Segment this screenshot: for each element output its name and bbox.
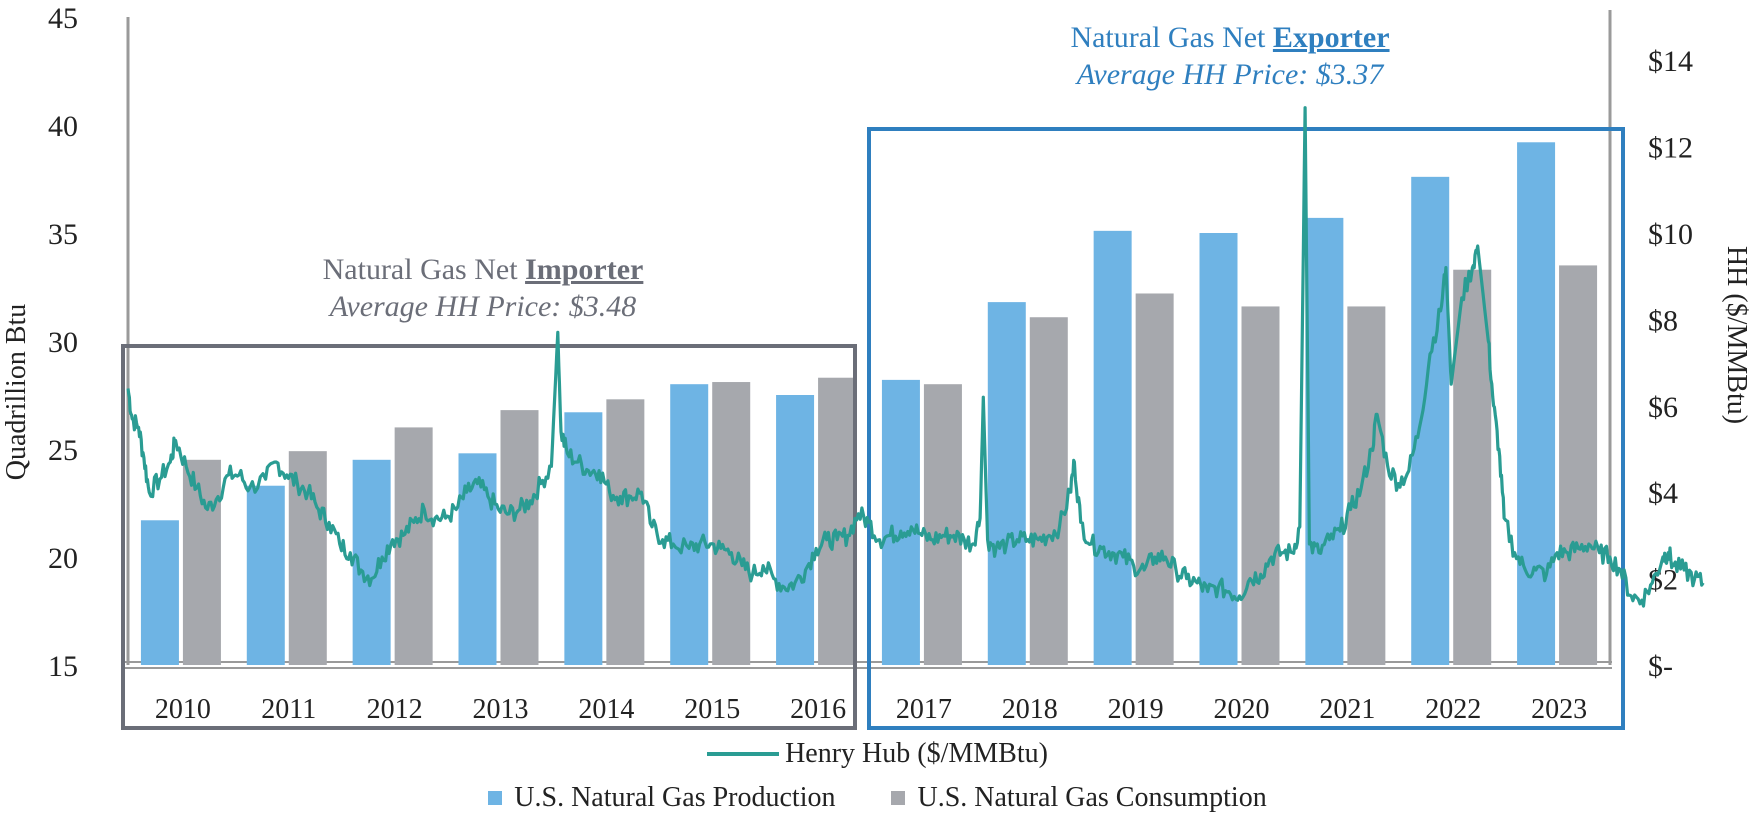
x-tick-label: 2012 bbox=[367, 694, 423, 725]
y-tick-label: 20 bbox=[48, 542, 78, 575]
y-axis-title: Quadrillion Btu bbox=[1, 304, 32, 481]
y-tick-label: 15 bbox=[48, 650, 78, 683]
bar-production-2017 bbox=[881, 379, 920, 665]
region-box-importer bbox=[121, 344, 857, 730]
bar-production-2015 bbox=[670, 384, 709, 665]
y2-axis-title: HH ($/MMBtu) bbox=[1721, 246, 1752, 424]
bar-consumption-2018 bbox=[1029, 317, 1068, 665]
y2-tick-label: $4 bbox=[1648, 477, 1678, 510]
y-tick-label: 45 bbox=[48, 2, 78, 35]
axes: 15202530354045$-$2$4$6$8$10$12$14Quadril… bbox=[1, 2, 1752, 725]
y-tick-label: 30 bbox=[48, 326, 78, 359]
bar-consumption-2014 bbox=[606, 399, 645, 665]
region-title-importer: Natural Gas Net Importer bbox=[323, 253, 644, 286]
y2-tick-label: $8 bbox=[1648, 304, 1678, 337]
region-title-prefix: Natural Gas Net bbox=[1070, 21, 1272, 54]
bar-production-2019 bbox=[1093, 230, 1132, 665]
bar-production-2010 bbox=[140, 520, 179, 665]
bar-consumption-2020 bbox=[1241, 306, 1280, 665]
region-box-exporter bbox=[867, 127, 1625, 730]
legend-production-swatch bbox=[488, 791, 503, 805]
bar-production-2021 bbox=[1305, 217, 1344, 665]
y-tick-label: 35 bbox=[48, 218, 78, 251]
legend-line-row: Henry Hub ($/MMBtu) bbox=[0, 738, 1755, 770]
x-tick-label: 2014 bbox=[578, 694, 634, 725]
y2-tick-label: $6 bbox=[1648, 391, 1678, 424]
bar-consumption-2019 bbox=[1135, 293, 1174, 665]
x-tick-label: 2013 bbox=[473, 694, 529, 725]
legend-label-consumption: U.S. Natural Gas Consumption bbox=[917, 782, 1267, 813]
region-title-exporter: Natural Gas Net Exporter bbox=[1070, 21, 1389, 54]
henry-hub-line-group bbox=[126, 106, 1705, 608]
x-tick-label: 2010 bbox=[155, 694, 211, 725]
bar-consumption-2015 bbox=[712, 382, 751, 665]
x-tick-label: 2017 bbox=[896, 694, 952, 725]
region-title-bold: Importer bbox=[525, 253, 643, 286]
y2-tick-label: $14 bbox=[1648, 45, 1693, 78]
x-tick-label: 2011 bbox=[261, 694, 316, 725]
y2-tick-label: $12 bbox=[1648, 132, 1693, 165]
bar-consumption-2017 bbox=[923, 384, 962, 665]
x-tick-label: 2019 bbox=[1108, 694, 1164, 725]
legend-label-production: U.S. Natural Gas Production bbox=[514, 782, 836, 813]
legend-label-henry-hub: Henry Hub ($/MMBtu) bbox=[785, 738, 1048, 769]
bar-production-2018 bbox=[987, 302, 1026, 665]
legend-item-production: U.S. Natural Gas Production bbox=[488, 782, 835, 814]
legend-consumption-swatch bbox=[891, 791, 906, 805]
bar-consumption-2023 bbox=[1559, 265, 1598, 665]
annotations: Natural Gas Net Importer Average HH Price… bbox=[323, 21, 1390, 323]
y2-tick-label: $- bbox=[1648, 650, 1673, 683]
x-tick-label: 2021 bbox=[1319, 694, 1375, 725]
region-title-bold: Exporter bbox=[1273, 21, 1390, 54]
region-title-prefix: Natural Gas Net bbox=[323, 253, 525, 286]
henry-hub-line bbox=[126, 106, 1705, 608]
x-tick-label: 2022 bbox=[1425, 694, 1481, 725]
y2-tick-label: $10 bbox=[1648, 218, 1693, 251]
bar-production-2023 bbox=[1517, 142, 1556, 665]
bar-consumption-2021 bbox=[1347, 306, 1386, 665]
x-tick-label: 2018 bbox=[1002, 694, 1058, 725]
legend-item-consumption: U.S. Natural Gas Consumption bbox=[891, 782, 1267, 814]
x-tick-label: 2016 bbox=[790, 694, 846, 725]
bar-production-2016 bbox=[776, 395, 815, 665]
y-tick-label: 40 bbox=[48, 110, 78, 143]
region-subtitle-importer: Average HH Price: $3.48 bbox=[328, 290, 637, 323]
y-tick-label: 25 bbox=[48, 434, 78, 467]
regions bbox=[121, 127, 1625, 730]
legend-line-swatch bbox=[707, 752, 780, 756]
legend-bar-row: U.S. Natural Gas Production U.S. Natural… bbox=[0, 782, 1755, 814]
bar-production-2022 bbox=[1411, 176, 1450, 665]
bar-production-2011 bbox=[246, 485, 285, 665]
x-tick-label: 2015 bbox=[684, 694, 740, 725]
bar-consumption-2022 bbox=[1453, 269, 1492, 665]
bars bbox=[140, 142, 1598, 665]
legend-item-henry-hub: Henry Hub ($/MMBtu) bbox=[707, 738, 1048, 770]
bar-consumption-2016 bbox=[818, 377, 857, 665]
x-tick-label: 2020 bbox=[1214, 694, 1270, 725]
bar-consumption-2013 bbox=[500, 410, 539, 665]
bar-consumption-2010 bbox=[182, 459, 221, 665]
region-subtitle-exporter: Average HH Price: $3.37 bbox=[1075, 58, 1386, 91]
x-tick-label: 2023 bbox=[1531, 694, 1587, 725]
